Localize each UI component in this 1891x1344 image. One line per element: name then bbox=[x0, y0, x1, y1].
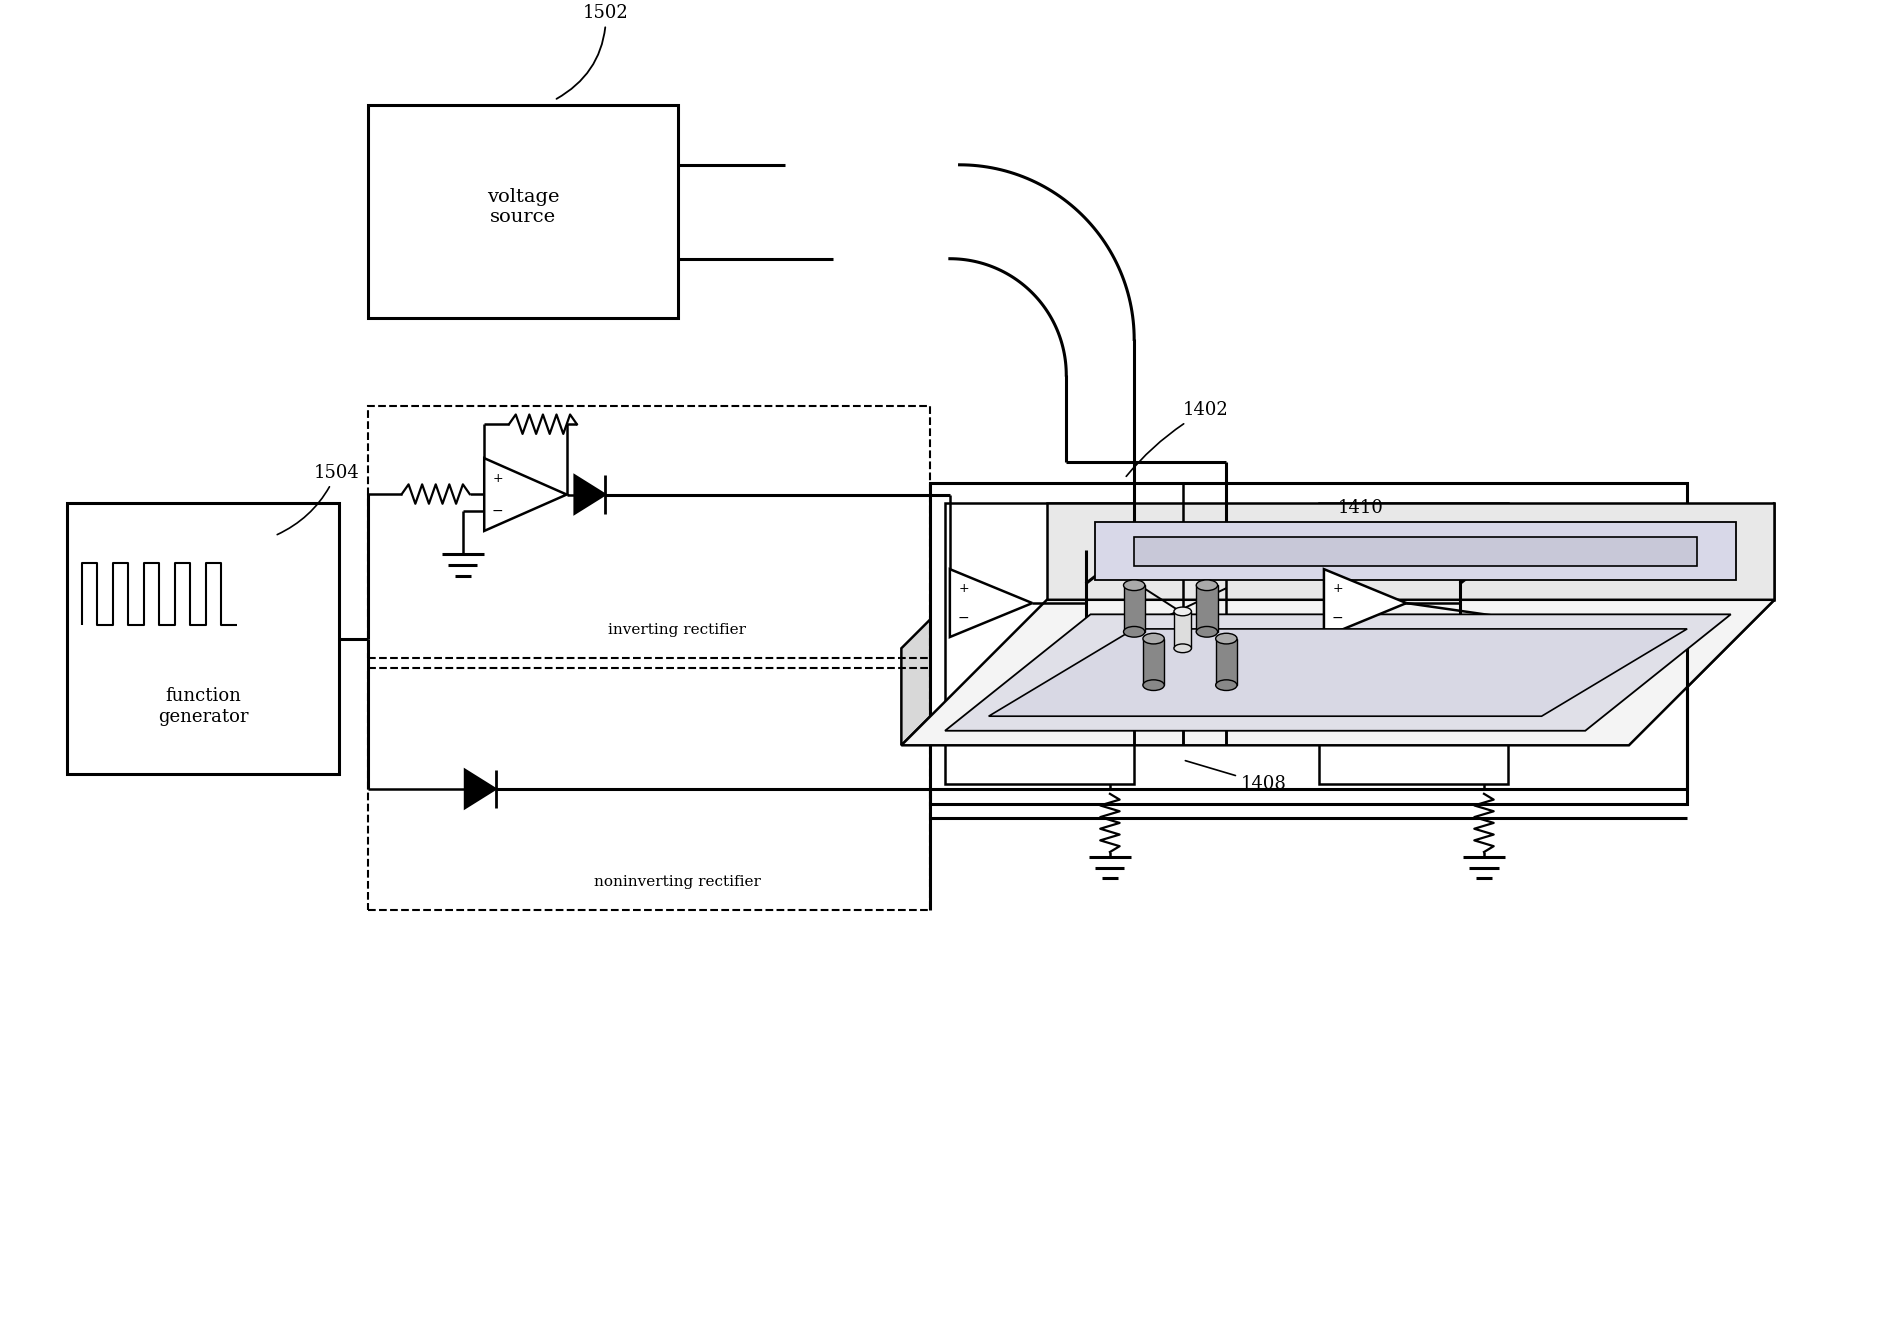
Bar bbox=[66, 503, 338, 774]
Text: +: + bbox=[492, 472, 503, 485]
Polygon shape bbox=[902, 599, 1774, 746]
Bar bbox=[369, 105, 679, 319]
Ellipse shape bbox=[1123, 579, 1144, 590]
Polygon shape bbox=[1048, 503, 1774, 599]
Bar bbox=[946, 503, 1135, 784]
Bar bbox=[1123, 585, 1144, 632]
Bar bbox=[369, 406, 930, 659]
Text: function
generator: function generator bbox=[157, 687, 248, 726]
Text: +: + bbox=[1331, 582, 1343, 594]
Polygon shape bbox=[946, 614, 1730, 731]
Text: 1502: 1502 bbox=[556, 4, 630, 99]
Text: −: − bbox=[957, 612, 970, 625]
Bar bbox=[1197, 585, 1218, 632]
Ellipse shape bbox=[1197, 626, 1218, 637]
Polygon shape bbox=[989, 629, 1687, 716]
Text: noninverting rectifier: noninverting rectifier bbox=[594, 875, 760, 888]
Polygon shape bbox=[465, 770, 495, 808]
Text: −: − bbox=[492, 504, 503, 517]
Bar bbox=[930, 484, 1687, 804]
Text: 1504: 1504 bbox=[278, 464, 359, 535]
Ellipse shape bbox=[1174, 644, 1191, 653]
Text: 1410: 1410 bbox=[1339, 499, 1384, 516]
Text: 1402: 1402 bbox=[1127, 402, 1229, 476]
Polygon shape bbox=[575, 476, 605, 513]
Text: voltage
source: voltage source bbox=[486, 188, 560, 226]
Polygon shape bbox=[902, 503, 1048, 746]
Bar bbox=[369, 668, 930, 910]
Bar bbox=[1174, 612, 1191, 648]
Ellipse shape bbox=[1216, 633, 1237, 644]
Polygon shape bbox=[949, 569, 1032, 637]
Ellipse shape bbox=[1174, 607, 1191, 616]
Polygon shape bbox=[1095, 523, 1736, 581]
Bar bbox=[1142, 638, 1165, 685]
Text: +: + bbox=[959, 582, 968, 594]
Polygon shape bbox=[1135, 536, 1696, 566]
Bar bbox=[1320, 503, 1509, 784]
Text: −: − bbox=[1331, 612, 1343, 625]
Ellipse shape bbox=[1197, 579, 1218, 590]
Ellipse shape bbox=[1142, 680, 1165, 691]
Text: 1408: 1408 bbox=[1186, 761, 1286, 793]
Polygon shape bbox=[1628, 503, 1774, 746]
Text: inverting rectifier: inverting rectifier bbox=[609, 622, 747, 637]
Bar bbox=[1216, 638, 1237, 685]
Ellipse shape bbox=[1216, 680, 1237, 691]
Polygon shape bbox=[484, 458, 567, 531]
Polygon shape bbox=[1324, 569, 1407, 637]
Ellipse shape bbox=[1123, 626, 1144, 637]
Ellipse shape bbox=[1142, 633, 1165, 644]
